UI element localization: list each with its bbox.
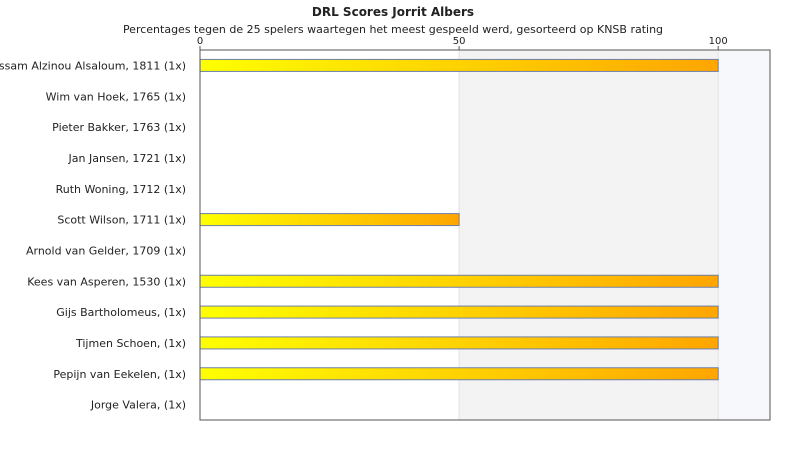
bar-1 <box>199 58 719 72</box>
chart-subtitle: Percentages tegen de 25 spelers waartege… <box>123 23 663 36</box>
category-label-11: Pepijn van Eekelen, (1x) <box>53 368 186 381</box>
category-label-7: Arnold van Gelder, 1709 (1x) <box>26 244 186 257</box>
plot-area: 0 50 100 Hussam Alzinou Alsaloum, 1811 (1x)… <box>0 36 771 421</box>
plot-band-50-100 <box>459 50 719 420</box>
x-tick-label-50: 50 <box>453 36 466 47</box>
category-label-1: Hussam Alzinou Alsaloum, 1811 (1x) <box>0 59 186 72</box>
plot-frame <box>199 49 771 421</box>
category-label-8: Kees van Asperen, 1530 (1x) <box>27 275 186 288</box>
plot-band-100-plus <box>718 50 770 420</box>
category-label-9: Gijs Bartholomeus, (1x) <box>56 306 186 319</box>
category-label-5: Ruth Woning, 1712 (1x) <box>56 183 186 196</box>
bar-8 <box>199 274 719 288</box>
category-label-4: Jan Jansen, 1721 (1x) <box>68 152 186 165</box>
category-label-3: Pieter Bakker, 1763 (1x) <box>52 121 186 134</box>
chart-title: DRL Scores Jorrit Albers <box>312 5 474 19</box>
category-label-2: Wim van Hoek, 1765 (1x) <box>46 90 186 103</box>
category-label-6: Scott Wilson, 1711 (1x) <box>57 214 186 227</box>
bar-9 <box>199 305 719 319</box>
x-tick-label-0: 0 <box>197 36 203 47</box>
bar-6 <box>199 213 460 227</box>
x-tick-label-100: 100 <box>709 36 728 47</box>
category-label-10: Tijmen Schoen, (1x) <box>75 337 186 350</box>
bar-11 <box>199 367 719 381</box>
category-label-12: Jorge Valera, (1x) <box>90 399 186 412</box>
bar-10 <box>199 336 719 350</box>
